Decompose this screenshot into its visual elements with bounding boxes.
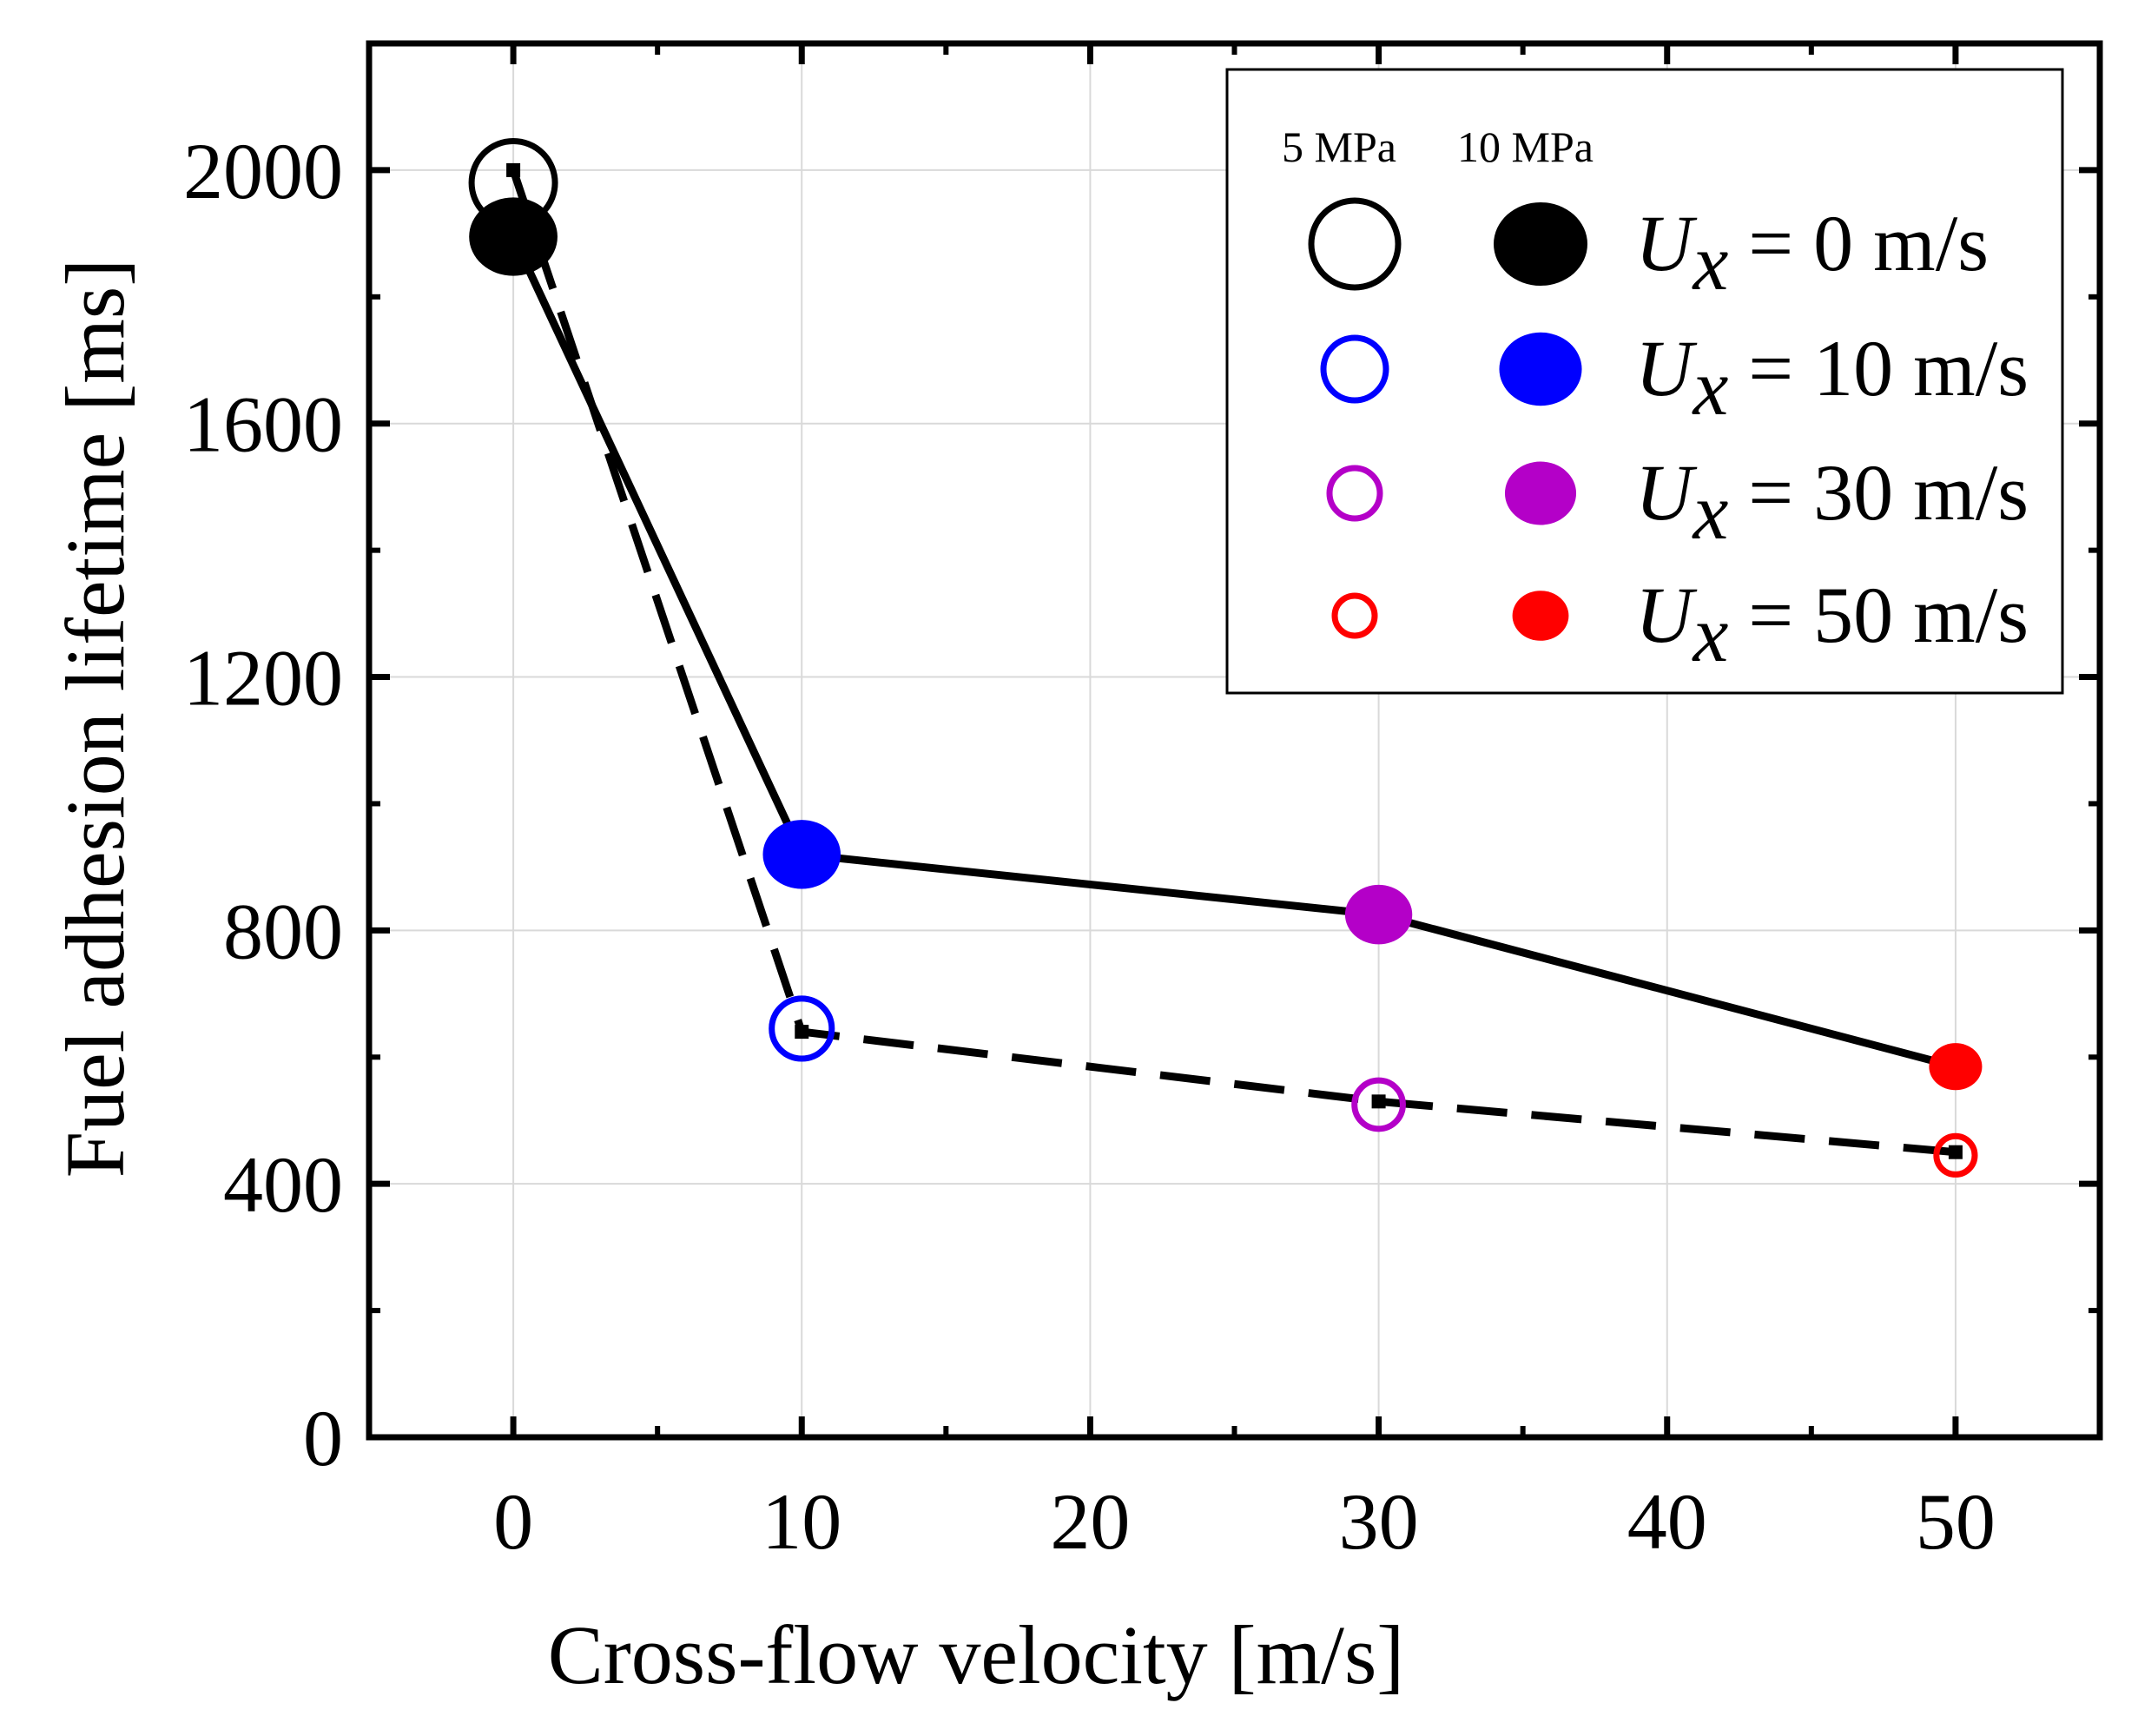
x-tick-label: 40 bbox=[1627, 1477, 1707, 1566]
legend-label: Ux = 0 m/s bbox=[1635, 199, 1989, 307]
y-tick-label: 1600 bbox=[183, 380, 343, 469]
legend-open-marker bbox=[1331, 592, 1378, 639]
marker-filled-10mpa bbox=[762, 820, 841, 889]
y-tick-label: 400 bbox=[223, 1140, 343, 1229]
legend-label: Ux = 30 m/s bbox=[1635, 448, 2029, 556]
x-tick-label: 50 bbox=[1916, 1477, 1996, 1566]
marker-filled-10mpa bbox=[1929, 1043, 1983, 1091]
legend-open-marker bbox=[1308, 197, 1402, 291]
marker-open-5mpa bbox=[769, 995, 835, 1062]
x-tick-label: 10 bbox=[762, 1477, 841, 1566]
line-point-square bbox=[506, 162, 521, 177]
line-point-square bbox=[1371, 1094, 1386, 1109]
legend-label: Ux = 10 m/s bbox=[1635, 324, 2029, 432]
line-point-square bbox=[1948, 1145, 1963, 1159]
y-tick-label: 2000 bbox=[183, 127, 343, 215]
legend-label: Ux = 50 m/s bbox=[1635, 571, 2029, 678]
marker-filled-10mpa bbox=[1344, 884, 1413, 945]
legend-filled-marker bbox=[1504, 461, 1577, 525]
legend-header-5mpa: 5 MPa bbox=[1282, 122, 1396, 171]
marker-open-5mpa bbox=[1351, 1077, 1406, 1132]
x-tick-label: 0 bbox=[493, 1477, 533, 1566]
y-tick-label: 800 bbox=[223, 887, 343, 975]
legend-filled-marker bbox=[1512, 591, 1569, 641]
legend-filled-marker bbox=[1494, 202, 1587, 286]
series-lines bbox=[509, 168, 1957, 1157]
y-tick-label: 0 bbox=[303, 1394, 343, 1482]
marker-filled-10mpa bbox=[469, 197, 558, 276]
legend-filled-marker bbox=[1499, 332, 1582, 406]
legend-box bbox=[1225, 68, 2064, 695]
series-markers bbox=[468, 138, 1983, 1178]
legend-open-marker bbox=[1320, 334, 1389, 404]
y-axis-label: Fuel adhesion lifetime [ms] bbox=[49, 259, 142, 1178]
x-axis-label: Cross-flow velocity [m/s] bbox=[548, 1608, 1405, 1701]
tick-labels: 0 10 20 30 40 50 0 400 800 1200 1600 2000 bbox=[183, 127, 1996, 1566]
marker-open-5mpa bbox=[1933, 1132, 1978, 1178]
y-tick-label: 1200 bbox=[183, 634, 343, 723]
axis-ticks bbox=[369, 43, 2100, 1441]
x-tick-label: 30 bbox=[1339, 1477, 1419, 1566]
legend-open-marker bbox=[1326, 465, 1383, 522]
series-line-5mpa bbox=[509, 168, 1957, 1157]
legend: 5 MPa 10 MPa Ux = 0 m/s Ux = 10 m/s Ux = 3… bbox=[1225, 68, 2064, 695]
legend-header-10mpa: 10 MPa bbox=[1457, 122, 1594, 171]
line-point-square bbox=[795, 1025, 809, 1040]
series-line-10mpa bbox=[510, 234, 1957, 1071]
x-tick-label: 20 bbox=[1050, 1477, 1130, 1566]
